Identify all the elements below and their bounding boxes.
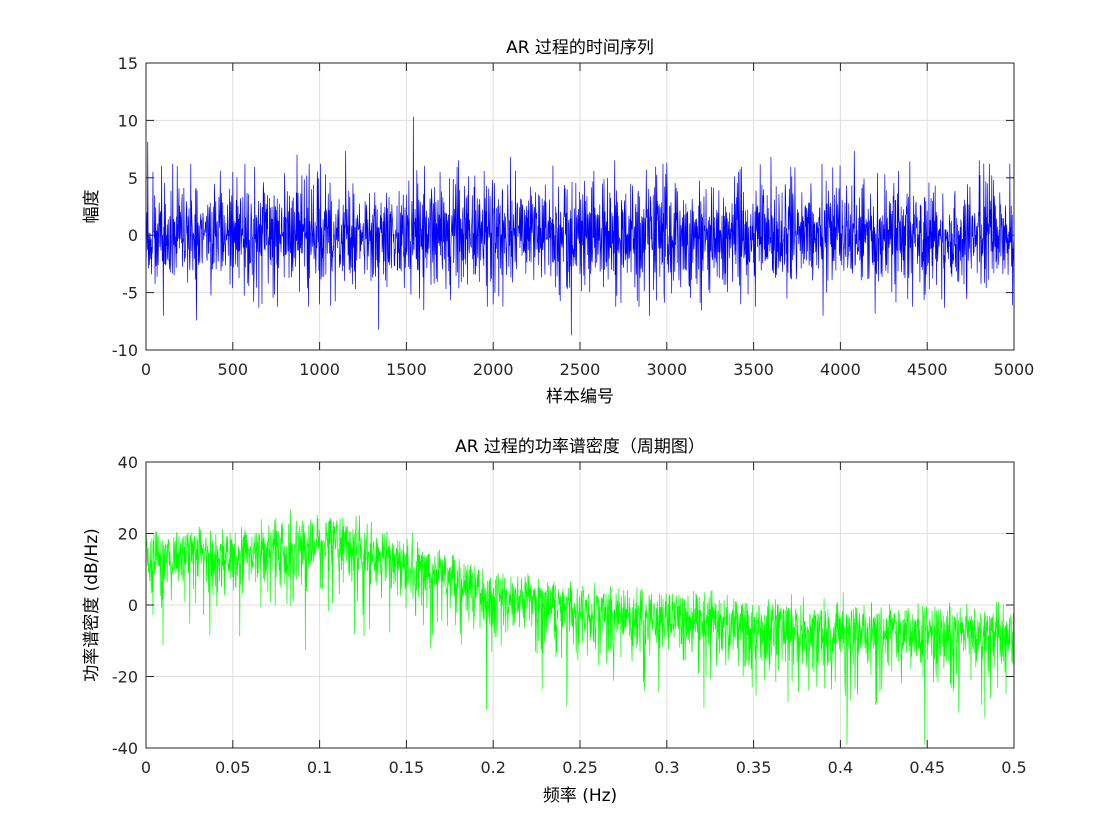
psd-series-line [145,509,1015,745]
time-series-xtick-label: 4500 [907,360,948,379]
time-series-ytick-label: -5 [122,284,138,303]
psd-xtick-label: 0.4 [828,758,853,777]
time-series-xtick-label: 4000 [820,360,861,379]
time-series-xtick-label: 3000 [646,360,687,379]
psd-ytick-label: 20 [118,525,138,544]
psd-title: AR 过程的功率谱密度（周期图） [455,437,705,457]
time-series-xtick-label: 2500 [560,360,601,379]
time-series-xtick-label: 3500 [733,360,774,379]
psd-xtick-label: 0.35 [736,758,772,777]
time-series-ylabel: 幅度 [82,190,102,224]
time-series-ytick-label: 15 [118,54,138,73]
psd-line-layer [145,509,1015,745]
time-series-ytick-label: -10 [112,341,138,360]
time-series-ytick-label: 5 [128,169,138,188]
psd-xtick-label: 0.25 [562,758,598,777]
psd-xtick-label: 0 [141,758,151,777]
time-series-line-layer [145,116,1015,336]
psd-ytick-label: 0 [128,596,138,615]
psd-ytick-label: -20 [112,668,138,687]
psd-ticks: 0 0.05 0.1 0.15 0.2 0.25 0.3 0.35 0.4 0.45 0.5 -40 -… [112,453,1027,777]
psd-ytick-label: 40 [118,453,138,472]
time-series-xtick-label: 5000 [994,360,1035,379]
time-series-xtick-label: 1000 [299,360,340,379]
psd-ylabel: 功率谱密度 (dB/Hz) [82,528,102,682]
time-series-ticks: 0 500 1000 1500 2000 2500 3000 3500 4000 4500 5000… [112,54,1035,379]
time-series-xtick-label: 1500 [386,360,427,379]
psd-xtick-label: 0.05 [215,758,251,777]
psd-xtick-label: 0.3 [654,758,679,777]
time-series-xtick-label: 2000 [473,360,514,379]
psd-xtick-label: 0.2 [480,758,505,777]
psd-ytick-label: -40 [112,739,138,758]
psd-xtick-label: 0.1 [307,758,332,777]
time-series-xtick-label: 0 [141,360,151,379]
time-series-xlabel: 样本编号 [546,387,614,407]
psd-xtick-label: 0.45 [909,758,945,777]
psd-xlabel: 频率 (Hz) [543,786,617,806]
psd-axes: 0 0.05 0.1 0.15 0.2 0.25 0.3 0.35 0.4 0.45 0.5 -40 -… [82,437,1027,806]
time-series-ytick-label: 0 [128,226,138,245]
psd-xtick-label: 0.5 [1001,758,1026,777]
time-series-title: AR 过程的时间序列 [506,38,654,58]
time-series-xtick-label: 500 [218,360,249,379]
psd-xtick-label: 0.15 [389,758,425,777]
time-series-series-line [145,116,1015,336]
time-series-ytick-label: 10 [118,111,138,130]
time-series-axes: 0 500 1000 1500 2000 2500 3000 3500 4000 4500 5000… [82,38,1034,407]
